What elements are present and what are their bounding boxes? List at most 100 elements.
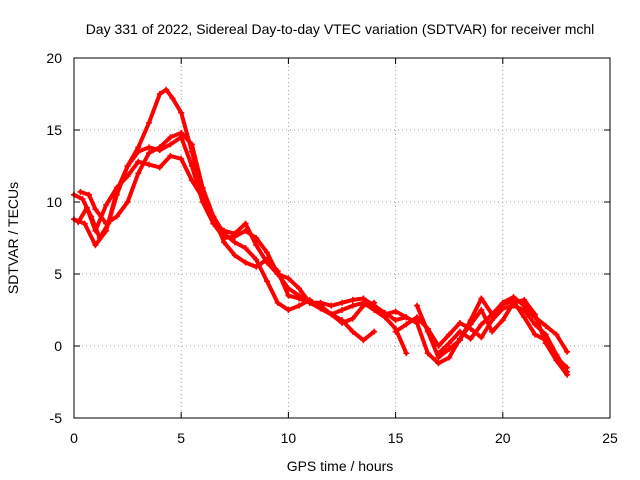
data-point-track-1 [285, 275, 292, 282]
data-point-track-3 [242, 259, 249, 266]
data-point-track-5 [403, 314, 410, 321]
data-point-track-2 [135, 148, 142, 155]
data-point-track-5 [414, 319, 421, 326]
data-point-track-5 [489, 328, 496, 335]
data-point-track-4 [210, 213, 217, 220]
data-point-track-8 [510, 298, 517, 305]
data-point-track-8 [564, 364, 571, 371]
y-tick-label: -5 [50, 410, 63, 426]
data-point-track-1 [253, 242, 260, 249]
data-point-track-2 [124, 163, 131, 169]
data-point-track-4 [296, 302, 303, 309]
data-point-track-5 [499, 317, 506, 324]
data-point-track-6 [489, 317, 496, 324]
data-point-track-4 [188, 141, 195, 148]
data-point-track-7 [521, 302, 528, 309]
data-point-track-4 [221, 230, 228, 237]
data-point-track-7 [531, 314, 538, 321]
data-point-track-4 [199, 184, 206, 191]
data-point-track-7 [564, 348, 571, 355]
data-point-track-4 [124, 199, 131, 205]
data-point-track-5 [446, 354, 453, 361]
series-layer [71, 86, 571, 378]
data-point-track-2 [253, 235, 260, 241]
data-point-track-4 [231, 239, 238, 246]
data-point-track-3 [92, 227, 99, 234]
data-point-track-7 [424, 328, 431, 335]
data-point-track-4 [92, 206, 99, 213]
data-point-track-7 [478, 295, 485, 302]
data-point-track-1 [163, 86, 170, 93]
data-point-track-4 [349, 302, 356, 309]
y-tick-label: 5 [54, 266, 62, 282]
data-point-track-4 [167, 134, 174, 141]
data-point-track-7 [446, 345, 453, 352]
data-point-track-6 [435, 343, 442, 349]
x-tick-label: 0 [70, 430, 78, 446]
data-point-track-4 [328, 311, 335, 318]
data-point-track-4 [178, 129, 185, 136]
data-point-track-8 [478, 321, 485, 328]
data-point-track-5 [392, 308, 399, 315]
data-point-track-3 [349, 328, 356, 335]
data-point-track-5 [521, 296, 528, 303]
x-axis-label: GPS time / hours [287, 458, 394, 474]
data-point-track-6 [467, 325, 474, 332]
data-point-track-4 [135, 170, 142, 177]
data-point-track-3 [75, 219, 82, 226]
plot-frame [73, 57, 611, 419]
x-tick-label: 5 [177, 430, 185, 446]
data-point-track-3 [146, 161, 153, 168]
data-point-track-2 [231, 233, 238, 240]
data-point-track-8 [521, 314, 528, 321]
data-point-track-6 [403, 321, 410, 328]
data-point-track-4 [403, 350, 410, 357]
x-tick-label: 15 [388, 430, 404, 446]
data-point-track-8 [531, 331, 538, 338]
data-point-track-6 [414, 314, 421, 321]
x-tick-label: 20 [495, 430, 511, 446]
data-point-track-7 [542, 322, 549, 329]
data-point-track-8 [499, 301, 506, 308]
data-point-track-2 [392, 317, 399, 324]
data-point-track-2 [188, 163, 195, 169]
data-point-track-2 [146, 144, 153, 151]
data-point-track-4 [339, 307, 345, 313]
data-point-track-8 [553, 354, 560, 361]
data-point-track-2 [103, 227, 110, 234]
data-point-track-4 [253, 256, 260, 263]
tick-layer: 0 5 10 15 20 25 -5 0 5 10 15 20 [46, 50, 618, 446]
data-point-track-4 [103, 220, 110, 227]
data-point-track-7 [553, 331, 560, 338]
data-point-track-3 [221, 239, 228, 246]
data-point-track-1 [242, 220, 249, 227]
data-point-track-4 [113, 213, 120, 220]
data-point-track-2 [81, 220, 88, 227]
data-point-track-2 [167, 141, 174, 148]
data-point-track-3 [156, 164, 163, 171]
data-point-track-2 [349, 296, 356, 303]
data-point-track-1 [169, 95, 176, 102]
data-point-track-3 [103, 201, 110, 208]
data-point-track-4 [306, 296, 313, 303]
data-point-track-4 [263, 278, 270, 285]
data-point-track-3 [296, 295, 303, 302]
data-point-track-2 [242, 227, 249, 234]
data-point-track-4 [317, 305, 324, 312]
data-point-track-3 [274, 268, 281, 275]
data-point-track-1 [146, 119, 153, 126]
chart-title: Day 331 of 2022, Sidereal Day-to-day VTE… [86, 21, 595, 37]
data-point-track-3 [113, 184, 120, 191]
y-tick-label: 0 [54, 338, 62, 354]
data-point-track-1 [178, 109, 185, 116]
data-point-track-4 [77, 188, 84, 195]
data-point-track-4 [146, 150, 153, 157]
data-point-track-7 [456, 337, 463, 344]
y-axis-label: SDTVAR / TECUs [5, 182, 21, 294]
data-point-track-2 [92, 242, 99, 249]
data-point-track-3 [124, 173, 131, 180]
data-point-track-7 [467, 317, 474, 324]
x-tick-label: 25 [602, 430, 618, 446]
data-point-track-6 [456, 319, 463, 326]
